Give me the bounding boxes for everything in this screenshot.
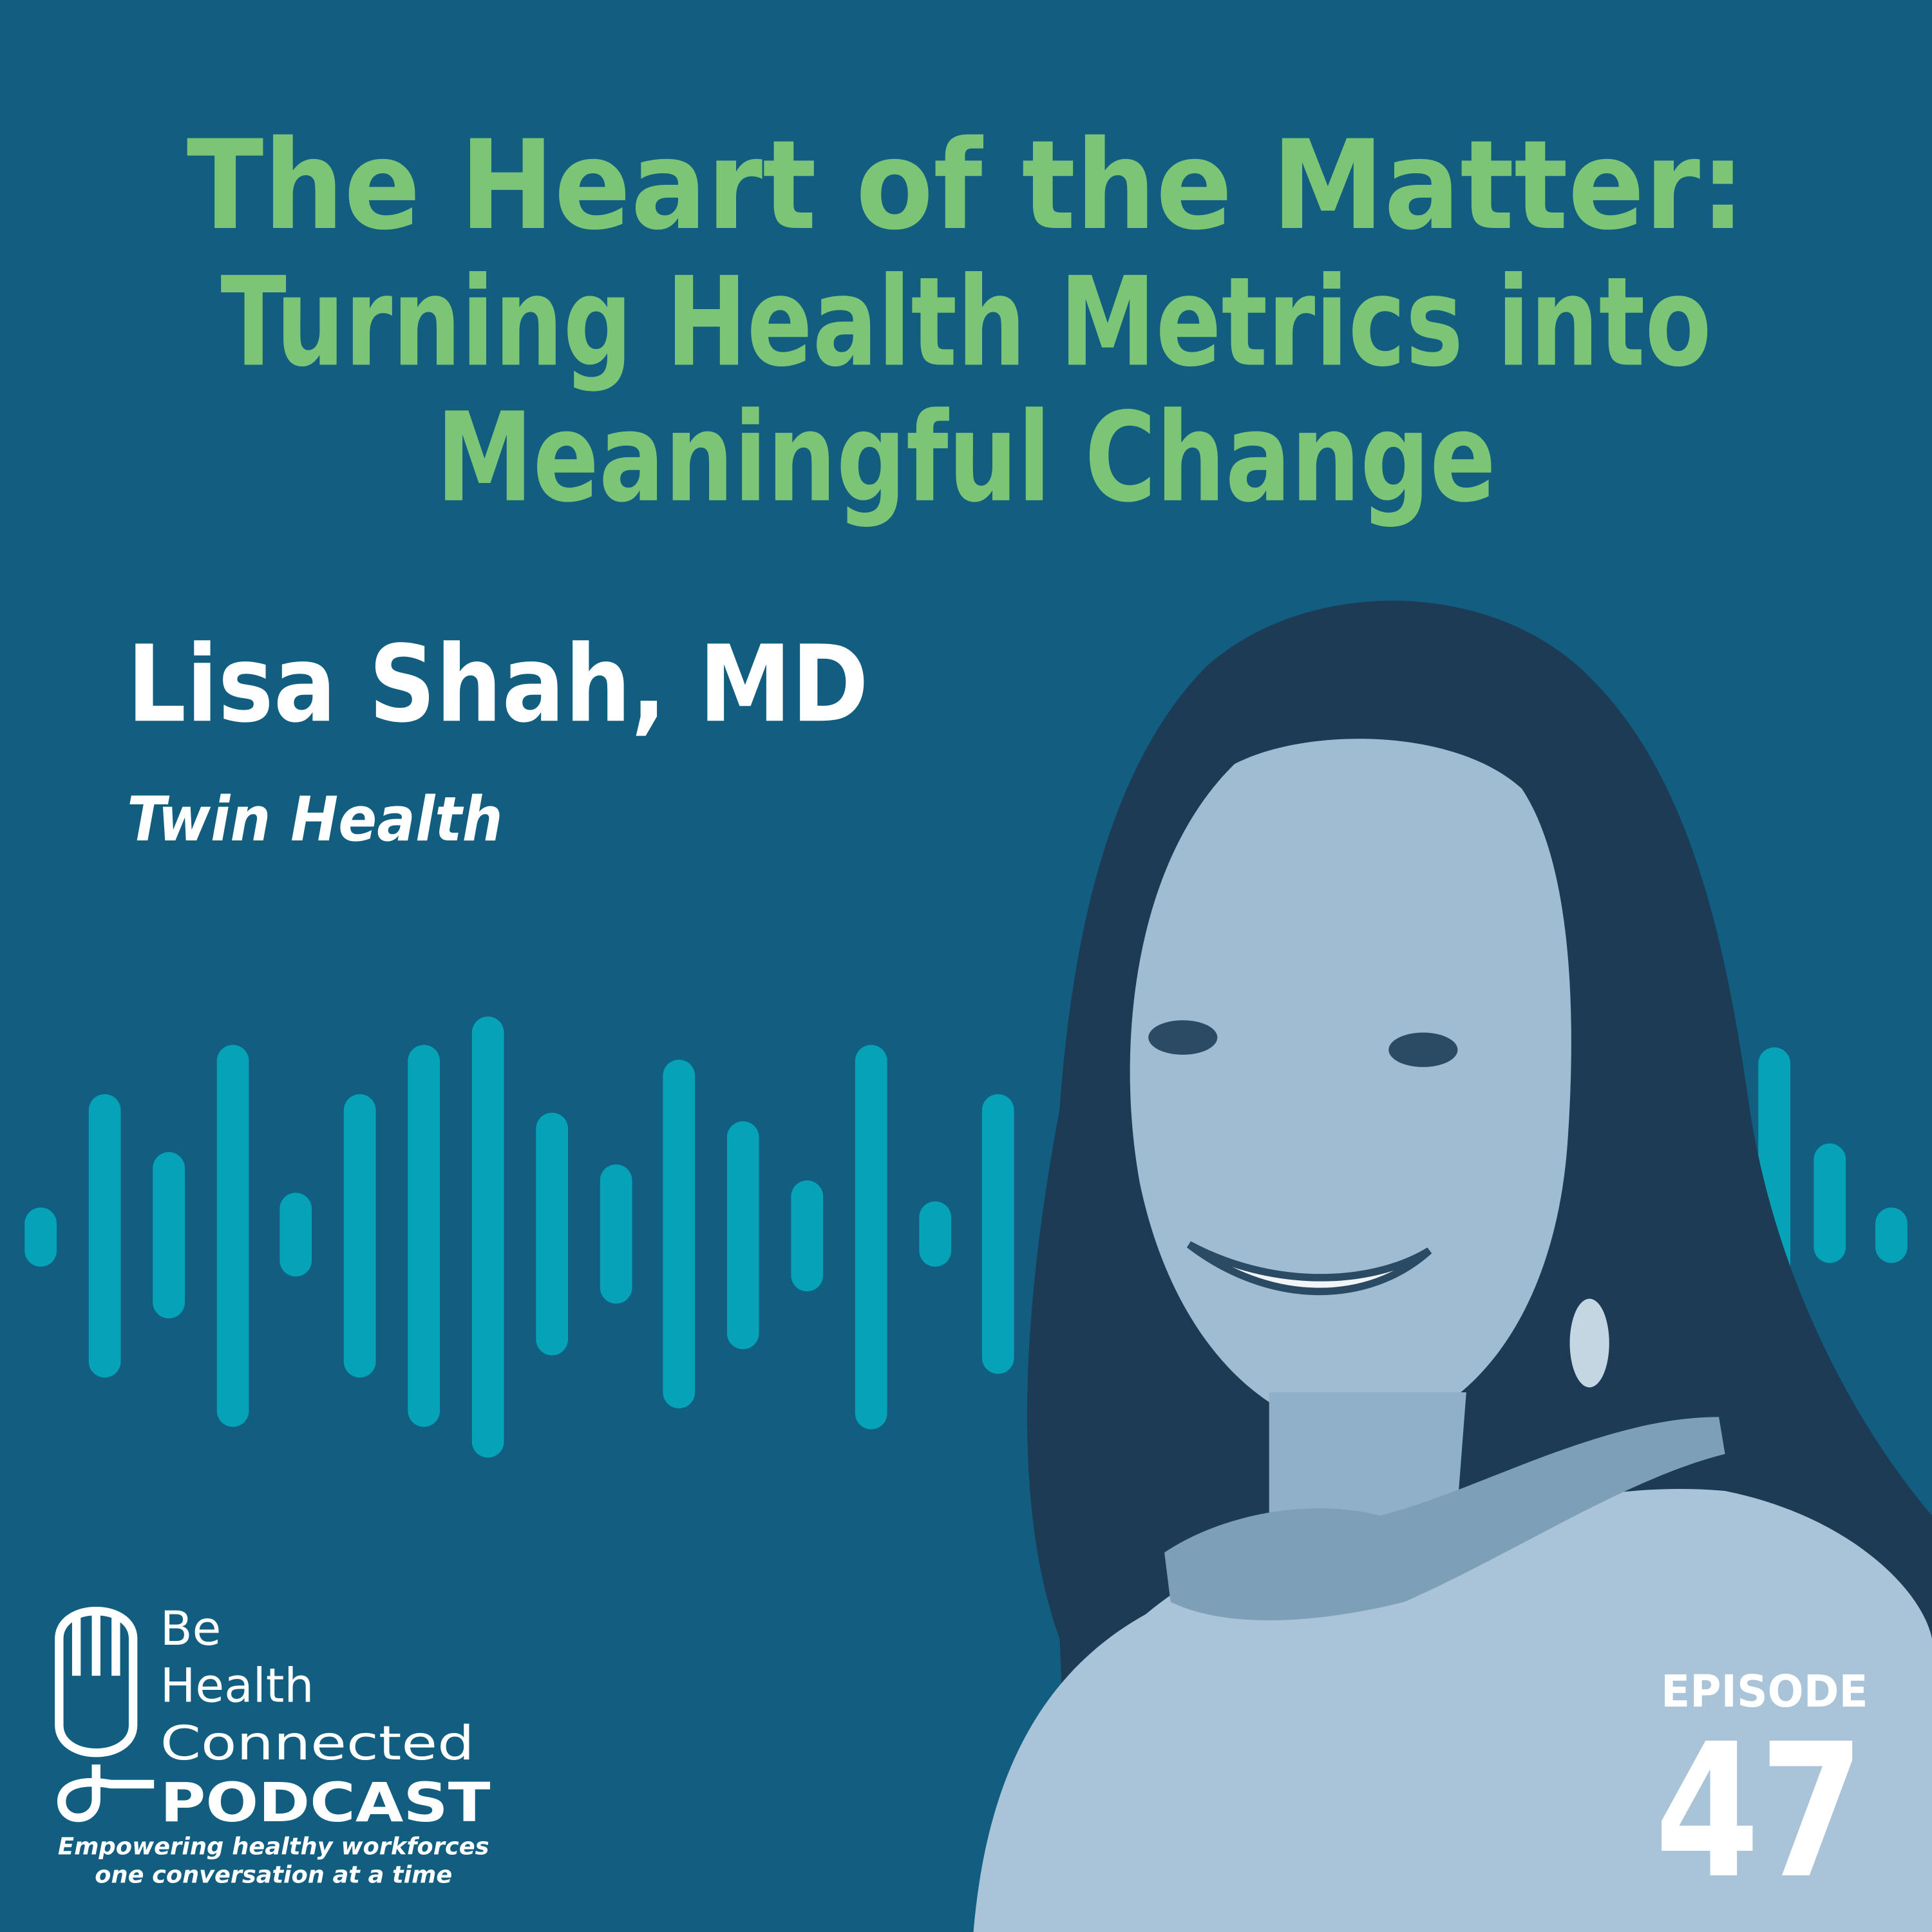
wave-bar <box>24 1208 57 1267</box>
logo-line: Be <box>160 1602 222 1656</box>
wave-bar <box>1875 1208 1908 1264</box>
waveform <box>24 1016 1908 1458</box>
wave-bar <box>855 1045 887 1430</box>
title-line: Turning Health Metrics into <box>220 251 1711 394</box>
wave-bar <box>279 1193 312 1277</box>
title-line: The Heart of the Matter: <box>187 114 1745 258</box>
portrait <box>973 600 1932 1932</box>
logo-line: PODCAST <box>160 1771 491 1834</box>
wave-bar <box>216 1045 249 1427</box>
logo-line: Connected <box>160 1717 475 1771</box>
eye <box>1388 1032 1458 1067</box>
guest-name: Lisa Shah, MD <box>127 622 869 746</box>
wave-bar <box>981 1094 1014 1374</box>
wave-bar <box>791 1180 824 1292</box>
wave-bar <box>408 1045 440 1427</box>
earring <box>1569 1298 1609 1388</box>
title-line: Meaningful Change <box>436 386 1495 530</box>
microphone-grill <box>71 1607 120 1676</box>
wave-bar <box>726 1121 759 1350</box>
face <box>1130 739 1571 1435</box>
ruffle-collar <box>1164 1417 1725 1620</box>
wave-bar <box>153 1151 185 1319</box>
wave-bar <box>663 1059 696 1408</box>
tagline: one conversation at a time <box>95 1861 452 1889</box>
episode-label: EPISODE <box>1661 1666 1868 1718</box>
wave-bar <box>1814 1143 1846 1264</box>
wave-bar <box>88 1094 121 1378</box>
wave-bar <box>471 1016 504 1458</box>
logo-line: Health <box>160 1659 314 1713</box>
podcast-logo <box>55 1606 155 1823</box>
wave-bar <box>343 1094 376 1378</box>
guest-organization: Twin Health <box>127 783 503 855</box>
eye <box>1148 1020 1218 1055</box>
episode-number: 47 <box>1655 1704 1864 1919</box>
tagline: Empowering healthy workforces <box>58 1833 489 1861</box>
wave-bar <box>919 1201 952 1267</box>
smile <box>1186 1241 1432 1296</box>
wave-bar <box>600 1164 632 1304</box>
wave-bar <box>536 1112 569 1356</box>
cable <box>57 1764 155 1823</box>
